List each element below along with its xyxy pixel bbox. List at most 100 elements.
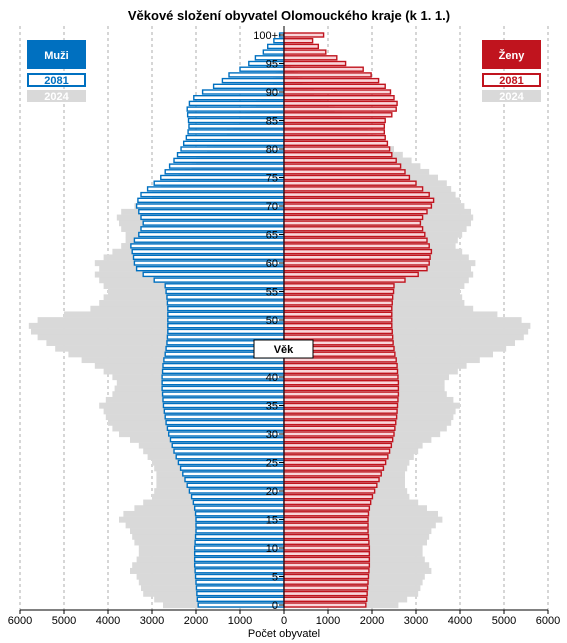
bar-female-2081 [283,522,369,528]
age-tick-label: 90 [266,87,278,99]
bar-male-2081 [195,579,285,585]
x-tick-label: 5000 [492,615,516,627]
bar-female-2024 [284,322,531,329]
bar-female-2081 [283,505,371,511]
bar-male-2081 [137,197,285,204]
bar-female-2081 [283,283,395,289]
bar-female-2024 [284,345,507,352]
bar-female-2081 [283,197,435,204]
age-tick-label: 5 [272,572,278,584]
bar-female-2081 [283,511,370,517]
age-tick-label: 20 [266,486,278,498]
bar-female-2081 [283,459,387,466]
bar-female-2081 [283,579,369,585]
x-tick-label: 2000 [360,615,384,627]
bar-female-2081 [283,157,397,164]
bar-male-2081 [140,191,285,198]
bar-female-2081 [283,454,389,460]
bar-female-2081 [283,260,430,266]
x-tick-label: 0 [281,615,287,627]
bar-female-2081 [283,89,392,95]
bar-male-2081 [161,391,285,397]
bar-female-2081 [283,163,402,169]
bar-female-2081 [283,231,426,238]
bar-male-2081 [192,499,285,506]
bar-female-2081 [283,562,371,568]
bar-male-2081 [142,220,285,226]
bar-female-2081 [283,391,400,397]
bar-female-2081 [283,151,393,158]
bar-female-2081 [283,77,380,84]
bar-male-2024 [46,339,285,346]
bar-female-2081 [283,602,367,608]
bar-female-2081 [283,419,397,426]
bar-female-2081 [283,528,369,534]
age-tick-label: 35 [266,401,278,413]
bar-female-2081 [283,374,399,380]
bar-female-2081 [283,254,431,261]
age-tick-label: 50 [266,315,278,327]
x-tick-label: 4000 [96,615,120,627]
bar-female-2081 [283,174,411,181]
age-tick-label: 65 [266,230,278,242]
bar-female-2081 [283,100,398,107]
bar-female-2081 [283,117,386,124]
bar-male-2081 [133,237,285,243]
legend-male: Muži 2081 2024 [27,40,86,103]
bar-female-2081 [283,448,391,454]
series-2081-bars [130,32,435,608]
bar-female-2081 [283,539,370,545]
age-axis-label-box: Věk [253,339,314,359]
bar-female-2081 [283,214,424,221]
bar-male-2081 [166,300,285,306]
bar-female-2081 [283,277,406,283]
x-tick-labels: 6000 5000 4000 3000 2000 1000 0 1000 2000 3000 400… [8,610,560,627]
age-tick-label: 15 [266,515,278,527]
bar-male-2081 [185,134,285,141]
bar-male-2081 [194,533,285,540]
bar-female-2081 [283,596,368,602]
bar-male-2081 [167,328,285,335]
bar-female-2024 [284,317,522,324]
legend-male-2024-label: 2024 [44,91,69,103]
bar-female-2081 [283,208,428,215]
bar-female-2081 [283,237,428,243]
age-tick-label: 80 [266,144,278,156]
age-tick-label: 95 [266,59,278,71]
bar-female-2081 [283,317,393,323]
bar-male-2081 [184,476,285,483]
legend-male-2081-label: 2081 [44,75,68,87]
bar-female-2081 [283,112,393,118]
bar-male-2081 [138,231,285,238]
bar-female-2081 [283,305,393,312]
bar-female-2081 [283,488,376,494]
bar-female-2081 [283,288,395,295]
bar-female-2081 [283,243,430,249]
bar-female-2081 [283,271,419,278]
bar-female-2081 [283,334,394,340]
bar-female-2081 [283,328,393,335]
x-tick-label: 4000 [448,615,472,627]
bar-male-2081 [167,305,285,312]
legend-male-2024-swatch [27,90,86,102]
legend-female-header-box [482,40,541,69]
bar-male-2081 [182,471,285,477]
bar-male-2081 [165,419,285,426]
bar-female-2081 [283,191,430,198]
bar-female-2081 [283,471,382,477]
bar-female-2081 [283,385,400,392]
bar-female-2081 [283,437,394,443]
bar-female-2081 [283,66,364,72]
bar-female-2081 [283,368,399,374]
bar-female-2081 [283,180,417,186]
age-axis-label: Věk [274,344,294,356]
bar-female-2081 [283,425,396,431]
bar-female-2081 [283,516,369,523]
age-tick-label: 0 [272,600,278,612]
bar-female-2081 [283,32,325,38]
bar-female-2081 [283,556,371,563]
bar-male-2081 [168,163,285,169]
bar-female-2081 [283,494,374,500]
bar-female-2081 [283,362,398,369]
bar-male-2081 [193,505,285,511]
